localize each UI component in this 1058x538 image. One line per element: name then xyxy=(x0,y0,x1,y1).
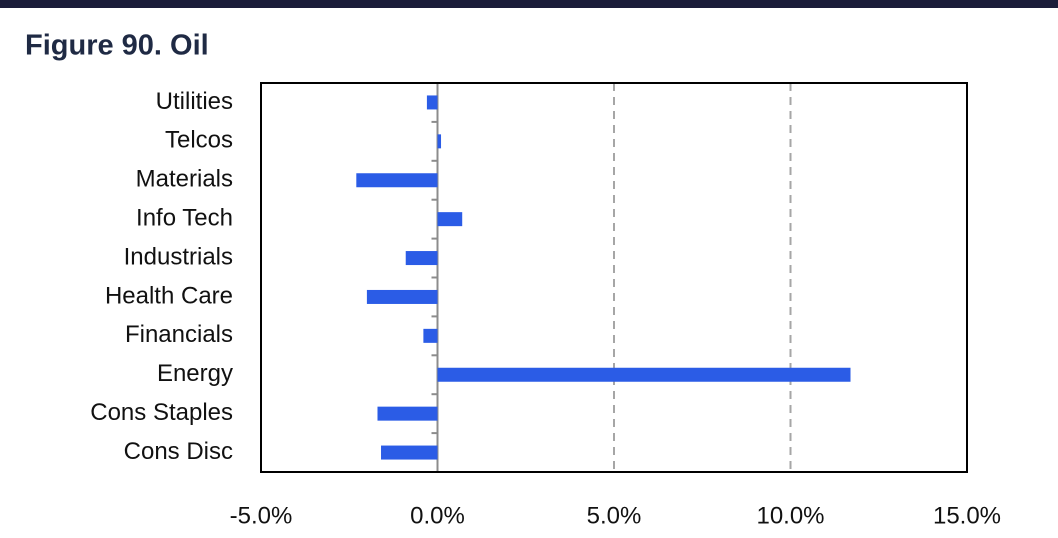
x-tick-label: 0.0% xyxy=(410,502,465,529)
bar xyxy=(437,367,851,382)
y-tick-label: Utilities xyxy=(156,88,233,115)
y-tick-label: Cons Disc xyxy=(124,438,233,465)
bar xyxy=(437,134,442,149)
bar xyxy=(356,173,438,188)
chart-title: Figure 90. Oil xyxy=(25,30,209,62)
y-tick-label: Financials xyxy=(125,321,233,348)
bar xyxy=(377,406,438,421)
bar xyxy=(381,445,438,460)
y-tick-label: Industrials xyxy=(124,243,233,270)
x-tick-label: -5.0% xyxy=(230,502,293,529)
y-tick-label: Energy xyxy=(157,360,233,387)
bar xyxy=(423,328,438,343)
y-tick-label: Info Tech xyxy=(136,204,233,231)
x-tick-label: 5.0% xyxy=(587,502,642,529)
bar xyxy=(426,95,438,110)
y-tick-label: Cons Staples xyxy=(90,399,233,426)
x-tick-label: 15.0% xyxy=(933,502,1001,529)
plot-border xyxy=(260,82,968,473)
x-tick-label: 10.0% xyxy=(756,502,824,529)
bar xyxy=(366,289,438,304)
bar xyxy=(437,212,463,227)
y-tick-label: Materials xyxy=(136,166,233,193)
y-tick-label: Telcos xyxy=(165,127,233,154)
top-band xyxy=(0,0,1058,8)
y-tick-label: Health Care xyxy=(105,282,233,309)
bar xyxy=(405,251,438,266)
